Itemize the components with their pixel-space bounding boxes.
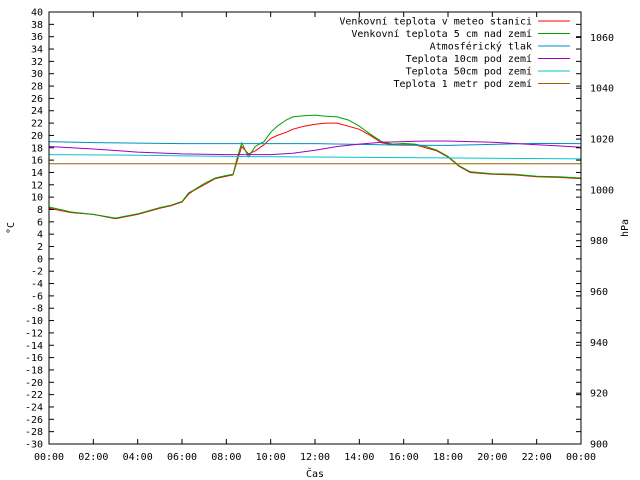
y-tick-label: 8	[37, 205, 43, 216]
y-tick-label: -10	[25, 316, 43, 327]
series-lines	[48, 114, 582, 220]
legend: Venkovní teplota v meteo staniciVenkovní…	[339, 16, 570, 90]
legend-label: Venkovní teplota v meteo stanici	[339, 16, 532, 28]
y-tick-label: -28	[25, 427, 43, 438]
y-tick-label: 12	[31, 180, 43, 191]
x-axis-ticks: 00:00 02:00 04:00 06:00 08:00 10:00 12:00 14:00…	[34, 12, 596, 463]
y2-axis-label: hPa	[620, 219, 631, 237]
legend-label: Atmosférický tlak	[430, 41, 532, 53]
y-tick-label: 40	[31, 8, 43, 19]
y2-tick-label: 900	[590, 440, 608, 451]
y-tick-label: -20	[25, 378, 43, 389]
x-tick-label: 08:00	[211, 452, 241, 463]
y-tick-label: 30	[31, 69, 43, 80]
x-tick-label: 10:00	[256, 452, 286, 463]
y-tick-label: 34	[31, 45, 43, 56]
y-tick-label: -6	[31, 291, 43, 302]
y-tick-label: -2	[31, 267, 43, 278]
y-tick-label: 4	[37, 230, 43, 241]
y-tick-label: 20	[31, 131, 43, 142]
y-tick-label: -26	[25, 415, 43, 426]
series-line-4	[48, 154, 582, 160]
x-tick-label: 12:00	[300, 452, 330, 463]
y2-axis-ticks: 1060 1040 1020 1000 980 960 940 920 900	[576, 33, 614, 451]
y-tick-label: 18	[31, 143, 43, 154]
y-tick-label: -8	[31, 304, 43, 315]
y-tick-label: 28	[31, 82, 43, 93]
y2-tick-label: 960	[590, 287, 608, 298]
y-tick-label: 0	[37, 254, 43, 265]
legend-label: Teplota 50cm pod zemí	[406, 66, 532, 78]
y-axis-ticks: 4038363432302826242220181614121086420-2-…	[25, 8, 581, 451]
y2-tick-label: 1040	[590, 84, 614, 95]
y-tick-label: 38	[31, 20, 43, 31]
series-line-3	[48, 140, 582, 156]
y2-tick-label: 940	[590, 338, 608, 349]
legend-label: Venkovní teplota 5 cm nad zemí	[351, 28, 532, 40]
y-tick-label: 22	[31, 119, 43, 130]
y-tick-label: -14	[25, 341, 43, 352]
y-tick-label: 10	[31, 193, 43, 204]
y-tick-label: 24	[31, 106, 43, 117]
y-tick-label: -30	[25, 440, 43, 451]
y-axis-label: °C	[6, 222, 17, 234]
y-tick-label: 14	[31, 168, 43, 179]
y2-tick-label: 1020	[590, 135, 614, 146]
legend-label: Teplota 10cm pod zemí	[406, 53, 532, 65]
series-line-2	[48, 141, 582, 146]
y2-tick-label: 920	[590, 389, 608, 400]
y-tick-label: 36	[31, 32, 43, 43]
y-tick-label: 32	[31, 57, 43, 68]
x-tick-label: 06:00	[167, 452, 197, 463]
y-tick-label: 16	[31, 156, 43, 167]
x-tick-label: 18:00	[433, 452, 463, 463]
y-tick-label: -12	[25, 328, 43, 339]
x-tick-label: 22:00	[522, 452, 552, 463]
x-tick-label: 02:00	[78, 452, 108, 463]
y-tick-label: -4	[31, 279, 43, 290]
y-tick-label: -24	[25, 402, 43, 413]
y-tick-label: 26	[31, 94, 43, 105]
series-line-1	[48, 114, 582, 219]
y-tick-label: 2	[37, 242, 43, 253]
y2-tick-label: 1000	[590, 185, 614, 196]
x-tick-label: 00:00	[34, 452, 64, 463]
y2-tick-label: 1060	[590, 33, 614, 44]
x-axis-label: Čas	[306, 467, 324, 480]
x-tick-label: 00:00	[566, 452, 596, 463]
y-tick-label: 6	[37, 217, 43, 228]
x-tick-label: 14:00	[344, 452, 374, 463]
y-tick-label: -16	[25, 353, 43, 364]
x-tick-label: 04:00	[123, 452, 153, 463]
x-tick-label: 16:00	[389, 452, 419, 463]
legend-label: Teplota 1 metr pod zemí	[394, 78, 532, 90]
x-tick-label: 20:00	[477, 452, 507, 463]
y2-tick-label: 980	[590, 236, 608, 247]
y-tick-label: -18	[25, 365, 43, 376]
y-tick-label: -22	[25, 390, 43, 401]
series-line-0	[48, 122, 582, 220]
